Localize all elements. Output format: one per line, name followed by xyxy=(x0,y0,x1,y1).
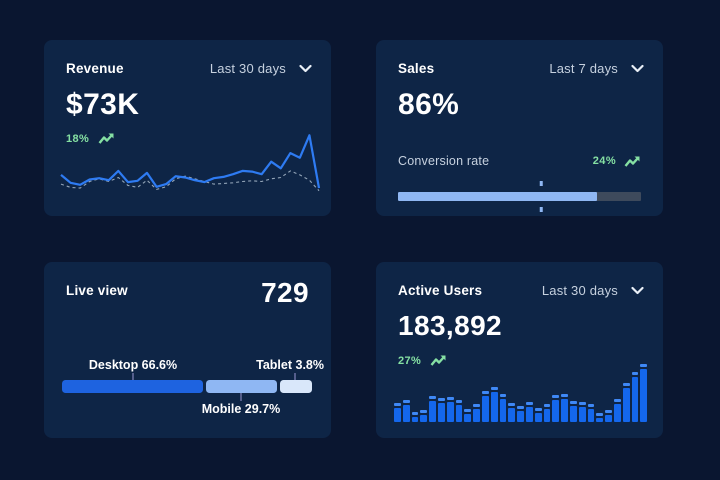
progress-fill xyxy=(398,192,598,201)
sales-delta-value: 24% xyxy=(592,155,616,167)
sales-value: 86% xyxy=(398,88,460,121)
active-users-value: 183,892 xyxy=(398,310,503,341)
progress-target-marker-top xyxy=(540,181,543,186)
daily-users-bar xyxy=(578,402,586,422)
revenue-range-label: Last 30 days xyxy=(209,61,286,76)
trend-up-icon xyxy=(98,133,114,144)
mobile-segment xyxy=(206,380,277,393)
conversion-progress-bar xyxy=(398,181,641,212)
revenue-card-title: Revenue xyxy=(66,61,124,76)
chevron-down-icon xyxy=(631,286,644,295)
daily-users-bar xyxy=(543,404,551,422)
active-users-card: Active Users Last 30 days 183,892 27% xyxy=(376,262,663,438)
desktop-segment xyxy=(62,380,204,393)
daily-users-bar xyxy=(394,403,401,422)
revenue-card: Revenue Last 30 days $73K 18% xyxy=(44,40,331,216)
daily-users-bar xyxy=(561,394,568,422)
active-users-card-header: Active Users Last 30 days xyxy=(398,283,644,298)
live-view-card-title: Live view xyxy=(66,283,128,298)
daily-users-bar xyxy=(464,409,472,422)
active-users-range-selector[interactable]: Last 30 days xyxy=(542,283,644,298)
live-view-card: Live view 729 Desktop 66.6% Tablet 3.8% … xyxy=(44,262,331,438)
active-users-range-label: Last 30 days xyxy=(541,283,618,298)
chevron-down-icon xyxy=(299,64,312,73)
live-view-value: 729 xyxy=(261,277,309,308)
tablet-segment-label: Tablet 3.8% xyxy=(256,358,324,372)
live-view-card-header: Live view xyxy=(66,283,312,298)
daily-users-bar xyxy=(605,410,612,422)
mobile-label-tick xyxy=(240,393,242,401)
sales-delta-row: 24% xyxy=(593,155,641,168)
device-split-stacked-bar xyxy=(62,380,312,393)
desktop-segment-label: Desktop 66.6% xyxy=(88,358,178,372)
active-users-card-title: Active Users xyxy=(398,283,483,298)
daily-users-bar xyxy=(517,406,524,422)
chevron-down-icon xyxy=(631,64,644,73)
daily-users-bar xyxy=(455,400,463,422)
daily-users-bar xyxy=(569,401,577,422)
daily-users-bar xyxy=(552,395,560,422)
daily-users-bar xyxy=(402,400,410,422)
revenue-range-selector[interactable]: Last 30 days xyxy=(210,61,312,76)
daily-users-bar xyxy=(640,364,648,422)
tablet-segment xyxy=(279,380,312,393)
daily-users-bar xyxy=(613,399,621,422)
sales-card-title: Sales xyxy=(398,61,435,76)
conversion-rate-label: Conversion rate xyxy=(398,154,490,168)
daily-users-bar xyxy=(596,413,604,422)
trend-up-icon xyxy=(430,355,446,366)
active-users-bar-chart xyxy=(394,362,648,422)
revenue-line-chart xyxy=(60,134,321,192)
sales-range-selector[interactable]: Last 7 days xyxy=(549,61,644,76)
mobile-segment-label: Mobile 29.7% xyxy=(201,402,281,416)
daily-users-bar xyxy=(490,387,498,422)
daily-users-bar xyxy=(473,404,480,422)
daily-users-bar xyxy=(631,372,639,422)
daily-users-bar xyxy=(437,398,445,422)
daily-users-bar xyxy=(622,383,630,422)
desktop-label-tick xyxy=(132,373,134,380)
sales-range-label: Last 7 days xyxy=(549,61,618,76)
revenue-delta-row: 18% xyxy=(66,132,115,145)
daily-users-bar xyxy=(499,394,507,422)
daily-users-bar xyxy=(481,391,489,422)
daily-users-bar xyxy=(508,403,516,422)
active-users-delta-value: 27% xyxy=(398,354,422,367)
daily-users-bar xyxy=(534,408,542,422)
device-split-chart: Desktop 66.6% Tablet 3.8% Mobile 29.7% xyxy=(62,358,324,416)
revenue-card-header: Revenue Last 30 days xyxy=(66,61,312,76)
revenue-delta-value: 18% xyxy=(66,132,90,145)
daily-users-bar xyxy=(587,404,595,422)
conversion-rate-row: Conversion rate 24% xyxy=(398,154,641,168)
daily-users-bar xyxy=(429,396,436,422)
revenue-value: $73K xyxy=(66,88,140,121)
daily-users-bar xyxy=(420,410,428,422)
active-users-delta-row: 27% xyxy=(398,354,447,367)
sales-card: Sales Last 7 days 86% Conversion rate 24… xyxy=(376,40,663,216)
sales-card-header: Sales Last 7 days xyxy=(398,61,644,76)
trend-up-icon xyxy=(624,156,640,167)
daily-users-bar xyxy=(446,397,454,422)
tablet-label-tick xyxy=(294,373,296,380)
progress-track xyxy=(398,192,641,201)
progress-target-marker-bottom xyxy=(540,207,543,212)
daily-users-bar xyxy=(525,402,533,422)
daily-users-bar xyxy=(411,412,419,422)
